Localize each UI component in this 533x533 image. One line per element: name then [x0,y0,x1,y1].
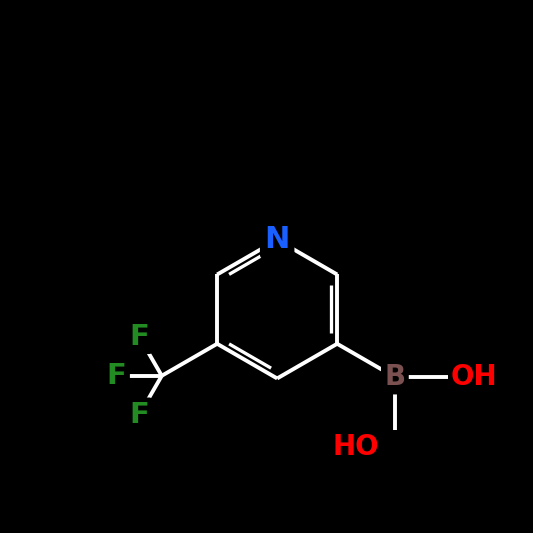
Text: F: F [107,362,126,390]
Text: F: F [129,401,149,429]
Text: F: F [129,322,149,351]
Text: HO: HO [332,433,379,461]
Text: N: N [264,225,290,254]
Text: OH: OH [451,363,497,391]
Text: B: B [384,363,406,391]
